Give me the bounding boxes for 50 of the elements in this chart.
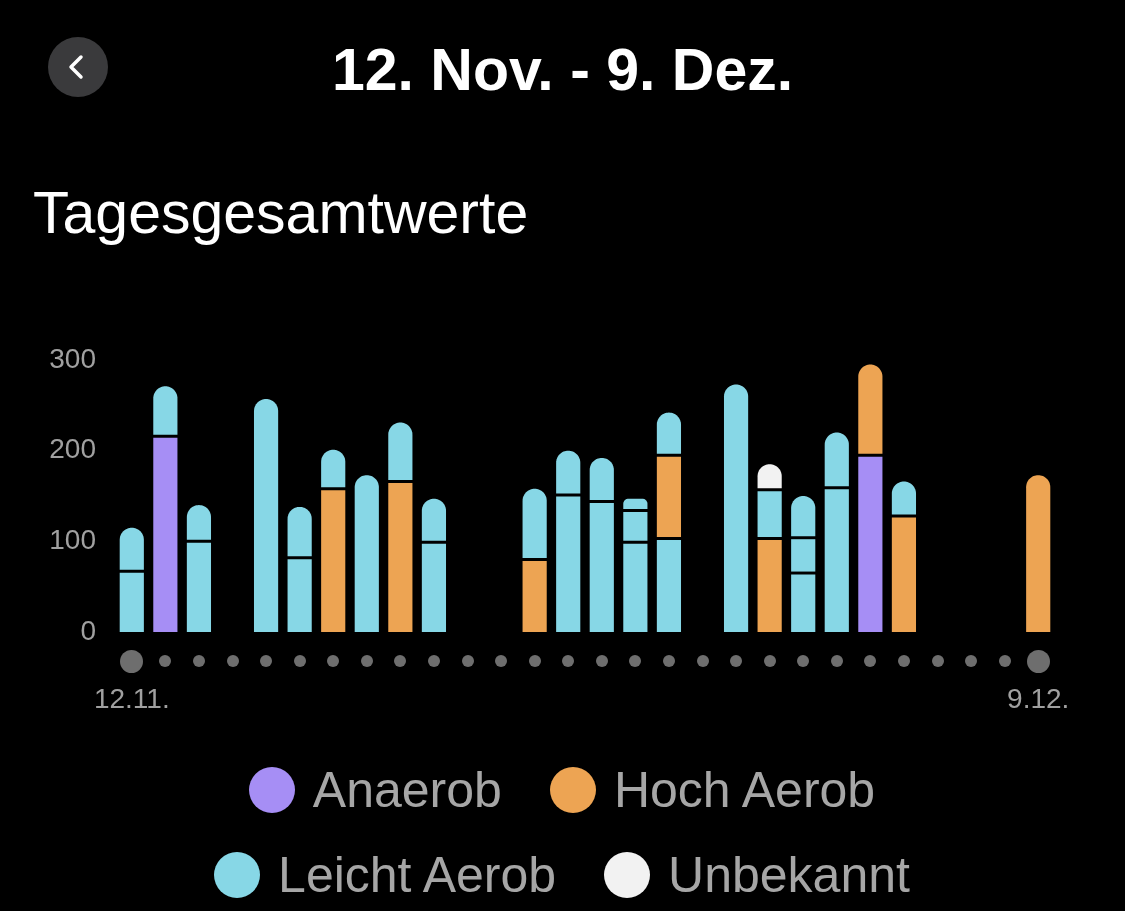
bar — [791, 574, 816, 632]
bar — [858, 364, 883, 454]
bar — [119, 527, 144, 570]
bar — [623, 498, 648, 510]
bar — [824, 432, 849, 487]
bar — [321, 490, 346, 632]
bar — [153, 437, 178, 632]
bar — [623, 543, 648, 632]
bar — [388, 422, 413, 480]
y-tick-label: 300 — [49, 342, 96, 374]
bar — [287, 506, 312, 557]
y-tick-label: 100 — [49, 524, 96, 556]
x-tick-label: 12.11. — [93, 682, 170, 714]
bar — [723, 384, 749, 632]
bar — [791, 496, 816, 537]
legend-label: Anaerob — [312, 760, 502, 819]
bar — [623, 512, 648, 541]
bar — [287, 559, 312, 632]
x-tick-label: 9.12. — [1007, 682, 1070, 714]
bar — [253, 398, 279, 632]
bar — [186, 542, 212, 632]
legend-label: Leicht Aerob — [278, 845, 557, 904]
bar — [824, 489, 849, 632]
bar — [589, 457, 614, 500]
chart-subtitle: Tagesgesamtwerte — [33, 179, 529, 248]
y-tick-label: 200 — [49, 433, 96, 465]
bar — [858, 456, 883, 632]
bar — [556, 450, 581, 494]
bar — [522, 488, 547, 558]
bar — [119, 572, 144, 632]
bar — [153, 386, 178, 435]
bar — [421, 498, 447, 541]
legend-label: Hoch Aerob — [613, 760, 876, 819]
legend-label: Unbekannt — [668, 845, 910, 904]
bar — [757, 540, 782, 632]
bar — [589, 502, 614, 632]
bar — [388, 482, 413, 632]
bar — [757, 491, 782, 538]
bar — [354, 475, 379, 632]
bar — [556, 496, 581, 632]
bar — [1026, 475, 1051, 632]
bar — [656, 412, 682, 454]
bar — [891, 517, 917, 632]
bar — [421, 543, 447, 632]
y-tick-label: 0 — [80, 614, 96, 646]
bar — [656, 540, 682, 632]
bar — [656, 456, 682, 538]
bar — [791, 539, 816, 572]
chart-title: 12. Nov. - 9. Dez. — [331, 37, 794, 103]
bar — [522, 560, 547, 632]
